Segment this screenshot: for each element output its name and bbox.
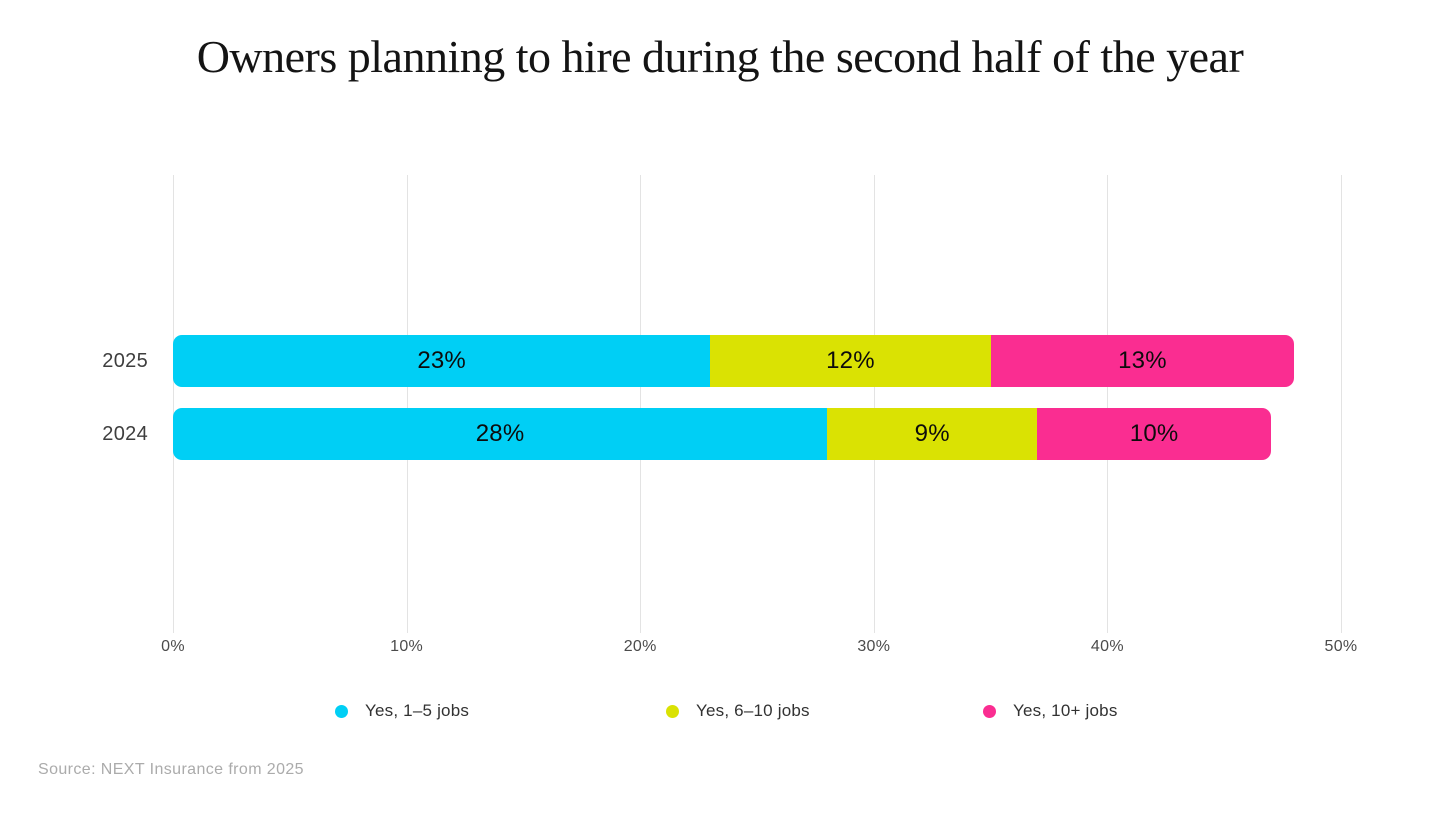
gridline: [640, 175, 642, 633]
x-axis-tick-label: 50%: [1324, 638, 1358, 655]
legend-item: Yes, 6–10 jobs: [666, 701, 810, 721]
chart-title: Owners planning to hire during the secon…: [196, 31, 1244, 82]
gridline: [873, 175, 875, 633]
bar-value-label: 12%: [826, 347, 875, 374]
legend-dot-icon: [666, 704, 679, 718]
legend-label: Yes, 6–10 jobs: [696, 701, 810, 720]
bar-segment: 9%: [827, 408, 1038, 460]
bar-value-label: 28%: [475, 420, 525, 447]
gridline: [406, 175, 408, 633]
x-axis-tick-label: 10%: [390, 638, 424, 655]
x-axis-tick-label: 0%: [161, 638, 185, 655]
legend-label: Yes, 1–5 jobs: [365, 701, 470, 720]
bar-value-label: 9%: [914, 420, 950, 447]
bar-segment: 10%: [1037, 408, 1271, 460]
bar-value-label: 13%: [1118, 347, 1167, 374]
x-axis-tick-label: 40%: [1090, 638, 1124, 655]
legend-dot-icon: [983, 704, 996, 718]
x-axis-tick-label: 30%: [857, 638, 891, 655]
gridline: [173, 175, 174, 633]
y-axis-category-label: 2024: [102, 423, 148, 445]
source-note: Source: NEXT Insurance from 2025: [38, 761, 304, 778]
bar-segment: 13%: [990, 335, 1295, 387]
bar-value-label: 23%: [417, 347, 466, 374]
legend-item: Yes, 1–5 jobs: [335, 701, 469, 721]
bar-segment: 23%: [173, 335, 711, 387]
gridline: [1341, 175, 1342, 633]
legend-item: Yes, 10+ jobs: [983, 701, 1118, 721]
bar-segment: 12%: [710, 335, 991, 387]
x-axis-tick-label: 20%: [623, 638, 657, 655]
gridline: [1107, 175, 1109, 633]
legend-dot-icon: [335, 704, 348, 718]
y-axis-category-label: 2025: [102, 350, 148, 372]
legend-label: Yes, 10+ jobs: [1013, 701, 1118, 720]
bar-segment: 28%: [173, 408, 828, 460]
bar-value-label: 10%: [1129, 420, 1179, 447]
